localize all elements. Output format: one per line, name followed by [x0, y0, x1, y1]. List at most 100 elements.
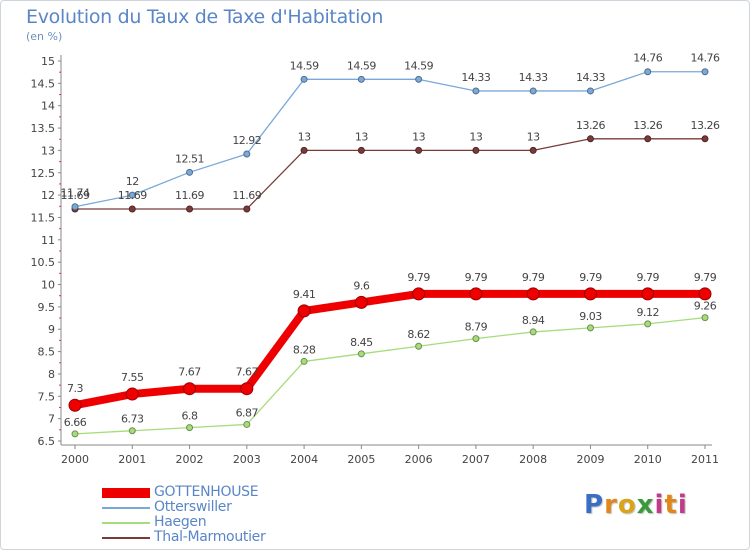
data-label-thal-marmoutier: 13	[298, 130, 311, 143]
y-tick-label: 12.5	[31, 167, 56, 180]
data-point-otterswiller	[71, 203, 79, 211]
data-point-otterswiller	[586, 87, 594, 95]
legend-swatch	[102, 506, 150, 509]
y-tick-label: 14.5	[31, 77, 56, 90]
data-label-otterswiller: 14.33	[576, 71, 605, 84]
data-point-otterswiller	[472, 87, 480, 95]
legend-label-haegen: Haegen	[154, 514, 207, 530]
data-label-thal-marmoutier: 13	[412, 130, 425, 143]
data-label-gottenhouse: 9.79	[579, 271, 602, 284]
data-point-thal-marmoutier	[243, 205, 251, 213]
x-tick-label: 2007	[462, 453, 490, 466]
y-tick-label: 11.5	[31, 211, 56, 224]
data-label-haegen: 8.79	[465, 321, 488, 334]
data-point-gottenhouse	[469, 287, 483, 301]
data-point-thal-marmoutier	[644, 135, 652, 143]
data-point-otterswiller	[415, 75, 423, 83]
legend-swatch	[102, 536, 150, 539]
proxiti-logo: Proxiti	[584, 490, 688, 520]
data-point-haegen	[243, 420, 251, 428]
data-label-otterswiller: 14.59	[290, 59, 319, 72]
data-point-thal-marmoutier	[472, 146, 480, 154]
data-label-thal-marmoutier: 13.26	[691, 119, 720, 132]
data-point-gottenhouse	[297, 304, 311, 318]
data-point-otterswiller	[701, 68, 709, 76]
data-point-gottenhouse	[412, 287, 426, 301]
data-point-haegen	[529, 328, 537, 336]
series-line-otterswiller	[74, 71, 706, 208]
data-label-thal-marmoutier: 13	[355, 130, 368, 143]
data-point-otterswiller	[243, 150, 251, 158]
data-point-gottenhouse	[68, 398, 82, 412]
data-label-otterswiller: 12.51	[175, 152, 204, 165]
data-point-haegen	[357, 350, 365, 358]
data-point-haegen	[415, 342, 423, 350]
data-point-haegen	[701, 314, 709, 322]
data-label-gottenhouse: 9.41	[293, 288, 316, 301]
data-point-thal-marmoutier	[415, 146, 423, 154]
data-point-thal-marmoutier	[529, 146, 537, 154]
data-label-thal-marmoutier: 11.69	[118, 189, 147, 202]
data-point-thal-marmoutier	[701, 135, 709, 143]
data-point-gottenhouse	[183, 382, 197, 396]
data-point-otterswiller	[128, 191, 136, 199]
data-point-otterswiller	[300, 75, 308, 83]
y-tick-label: 13	[41, 144, 55, 157]
data-label-haegen: 9.12	[636, 306, 659, 319]
data-point-haegen	[472, 335, 480, 343]
data-label-otterswiller: 14.33	[519, 71, 548, 84]
data-label-thal-marmoutier: 13.26	[633, 119, 662, 132]
data-point-haegen	[71, 430, 79, 438]
data-label-otterswiller: 12	[126, 175, 139, 188]
data-label-otterswiller: 14.76	[691, 52, 720, 65]
data-point-thal-marmoutier	[186, 205, 194, 213]
data-point-haegen	[128, 427, 136, 435]
x-tick-label: 2001	[118, 453, 146, 466]
y-tick-label: 14	[41, 100, 55, 113]
y-tick-label: 11	[41, 234, 55, 247]
data-label-gottenhouse: 9.79	[407, 271, 430, 284]
data-point-gottenhouse	[641, 287, 655, 301]
x-tick-label: 2011	[691, 453, 719, 466]
data-point-otterswiller	[644, 68, 652, 76]
chart-title: Evolution du Taux de Taxe d'Habitation	[26, 6, 384, 28]
data-point-haegen	[300, 357, 308, 365]
y-tick-label: 8.5	[38, 346, 56, 359]
data-label-haegen: 6.66	[64, 416, 87, 429]
data-point-gottenhouse	[354, 295, 368, 309]
data-label-haegen: 8.62	[407, 328, 430, 341]
y-tick-label: 9.5	[38, 301, 56, 314]
data-point-thal-marmoutier	[300, 146, 308, 154]
y-tick-label: 7	[48, 413, 55, 426]
data-label-otterswiller: 14.59	[404, 59, 433, 72]
data-point-gottenhouse	[240, 382, 254, 396]
data-label-haegen: 6.73	[121, 413, 144, 426]
chart-subtitle: (en %)	[26, 30, 63, 43]
data-point-gottenhouse	[698, 287, 712, 301]
data-label-gottenhouse: 7.3	[67, 382, 83, 395]
data-label-thal-marmoutier: 11.69	[61, 189, 90, 202]
data-label-thal-marmoutier: 13	[469, 130, 482, 143]
data-point-otterswiller	[357, 75, 365, 83]
data-label-gottenhouse: 9.79	[636, 271, 659, 284]
legend-swatch	[102, 487, 150, 498]
y-tick-label: 10.5	[31, 256, 56, 269]
data-label-haegen: 8.94	[522, 314, 545, 327]
data-point-thal-marmoutier	[357, 146, 365, 154]
y-tick-label: 13.5	[31, 122, 56, 135]
y-tick-label: 8	[48, 368, 55, 381]
data-label-gottenhouse: 7.55	[121, 371, 144, 384]
series-line-gottenhouse	[71, 289, 709, 410]
data-point-otterswiller	[186, 168, 194, 176]
x-tick-label: 2004	[290, 453, 318, 466]
data-label-gottenhouse: 9.6	[353, 279, 369, 292]
data-label-haegen: 6.87	[236, 406, 259, 419]
x-tick-label: 2009	[576, 453, 604, 466]
x-tick-label: 2008	[519, 453, 547, 466]
legend-swatch	[102, 521, 150, 524]
legend-label-thal-marmoutier: Thal-Marmoutier	[154, 529, 266, 545]
data-label-thal-marmoutier: 11.69	[175, 189, 204, 202]
data-label-thal-marmoutier: 13.26	[576, 119, 605, 132]
x-tick-label: 2002	[176, 453, 204, 466]
